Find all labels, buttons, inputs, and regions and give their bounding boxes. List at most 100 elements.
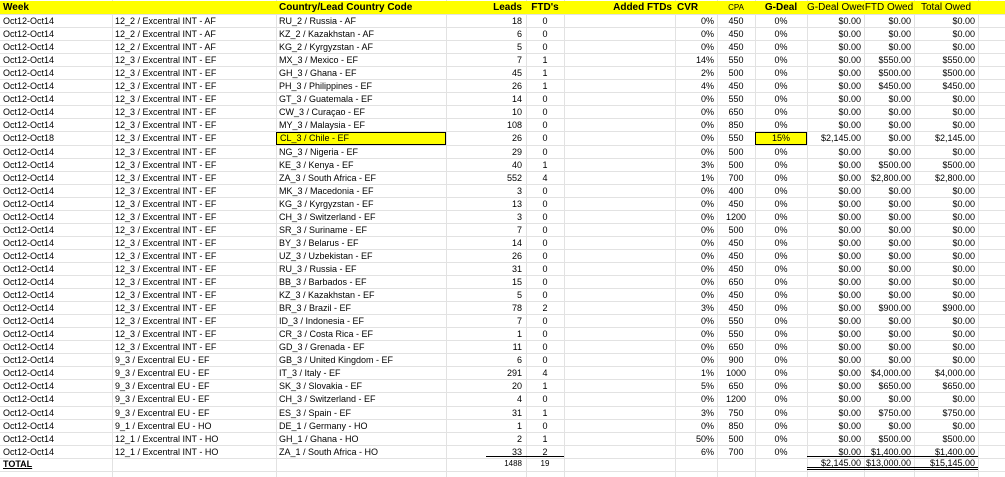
cell-total-owed[interactable]: $650.00 (942, 381, 975, 392)
cell-country[interactable]: UZ_3 / Uzbekistan - EF (279, 250, 373, 261)
cell-cvr[interactable]: 0% (700, 420, 714, 431)
cell-week[interactable]: Oct12-Oct14 (3, 146, 55, 157)
cell-country[interactable]: GB_3 / United Kingdom - EF (279, 355, 394, 366)
cell-gdeal-owed[interactable]: $0.00 (838, 420, 861, 431)
cell-leads[interactable]: 108 (506, 120, 522, 131)
cell-cvr[interactable]: 0% (700, 94, 714, 105)
cell-gdeal[interactable]: 0% (774, 198, 788, 209)
cell-week[interactable]: Oct12-Oct14 (3, 68, 55, 79)
cell-country[interactable]: PH_3 / Philippines - EF (279, 81, 373, 92)
cell-leads[interactable]: 10 (511, 107, 522, 118)
cell-gdeal-owed[interactable]: $0.00 (838, 172, 861, 183)
cell-offer[interactable]: 12_3 / Excentral INT - EF (115, 290, 217, 301)
cell-gdeal[interactable]: 0% (774, 224, 788, 235)
total-gdeal-owed[interactable]: $2,145.00 (807, 456, 864, 470)
cell-ftd-owed[interactable]: $0.00 (888, 316, 911, 327)
cell-added-ftds[interactable] (564, 119, 675, 132)
cell-gdeal[interactable]: 0% (774, 250, 788, 261)
cell-leads[interactable]: 26 (511, 133, 522, 144)
cell-offer[interactable]: 9_3 / Excentral EU - EF (115, 368, 210, 379)
cell-gdeal[interactable]: 0% (774, 407, 788, 418)
cell-ftd-owed[interactable]: $0.00 (888, 146, 911, 157)
cell-gdeal[interactable]: 0% (774, 277, 788, 287)
cell-ftds[interactable]: 0 (542, 420, 548, 431)
cell-gdeal[interactable]: 15% (755, 132, 807, 146)
cell-week[interactable]: Oct12-Oct14 (3, 120, 55, 131)
cell-added-ftds[interactable] (564, 106, 675, 119)
cell-added-ftds[interactable] (564, 67, 675, 80)
cell-ftd-owed[interactable]: $750.00 (878, 407, 911, 418)
cell-ftd-owed[interactable]: $500.00 (878, 68, 911, 79)
cell-cvr[interactable]: 6% (700, 446, 714, 457)
cell-added-ftds[interactable] (564, 28, 675, 41)
cell-gdeal-owed[interactable]: $0.00 (838, 185, 861, 196)
cell-ftd-owed[interactable]: $0.00 (888, 198, 911, 209)
cell-country[interactable]: GT_3 / Guatemala - EF (279, 94, 373, 105)
cell-cpa[interactable]: 550 (728, 329, 744, 340)
cell-added-ftds[interactable] (564, 159, 675, 172)
cell-added-ftds[interactable] (564, 172, 675, 185)
cell-added-ftds[interactable] (564, 302, 675, 315)
cell-gdeal[interactable]: 0% (774, 263, 788, 274)
cell-ftd-owed[interactable]: $0.00 (888, 355, 911, 366)
cell-ftd-owed[interactable]: $0.00 (888, 107, 911, 118)
cell-country[interactable]: KZ_3 / Kazakhstan - EF (279, 290, 375, 301)
cell-week[interactable]: Oct12-Oct14 (3, 420, 55, 431)
cell-cvr[interactable]: 0% (700, 394, 714, 405)
cell-added-ftds[interactable] (564, 15, 675, 28)
cell-total-owed[interactable]: $0.00 (952, 394, 975, 405)
cell-ftds[interactable]: 0 (542, 394, 548, 405)
cell-ftd-owed[interactable]: $0.00 (888, 394, 911, 405)
cell-cvr[interactable]: 14% (695, 55, 714, 66)
cell-cpa[interactable]: 550 (728, 94, 744, 105)
total-label[interactable]: TOTAL (3, 459, 33, 469)
cell-cvr[interactable]: 0% (700, 250, 714, 261)
cell-ftds[interactable]: 0 (542, 355, 548, 366)
cell-country[interactable]: KG_3 / Kyrgyzstan - EF (279, 198, 374, 209)
cell-cpa[interactable]: 450 (728, 81, 744, 92)
header-leads[interactable]: Leads (493, 2, 522, 13)
cell-cvr[interactable]: 0% (700, 42, 714, 53)
cell-total-owed[interactable]: $2,145.00 (934, 133, 975, 144)
cell-cvr[interactable]: 0% (700, 29, 714, 40)
cell-ftd-owed[interactable]: $500.00 (878, 159, 911, 170)
cell-week[interactable]: Oct12-Oct14 (3, 198, 55, 209)
cell-ftd-owed[interactable]: $0.00 (888, 277, 911, 287)
cell-ftds[interactable]: 1 (542, 407, 548, 418)
cell-offer[interactable]: 9_3 / Excentral EU - EF (115, 407, 210, 418)
cell-cvr[interactable]: 0% (700, 120, 714, 131)
cell-offer[interactable]: 12_3 / Excentral INT - EF (115, 120, 217, 131)
cell-gdeal-owed[interactable]: $0.00 (838, 277, 861, 287)
cell-ftds[interactable]: 2 (542, 303, 548, 314)
cell-total-owed[interactable]: $0.00 (952, 224, 975, 235)
cell-leads[interactable]: 291 (506, 368, 522, 379)
cell-country[interactable]: MX_3 / Mexico - EF (279, 55, 359, 66)
cell-ftd-owed[interactable]: $2,800.00 (870, 172, 911, 183)
cell-country[interactable]: KE_3 / Kenya - EF (279, 159, 354, 170)
cell-week[interactable]: Oct12-Oct14 (3, 107, 55, 118)
cell-leads[interactable]: 15 (511, 277, 522, 287)
cell-offer[interactable]: 12_3 / Excentral INT - EF (115, 250, 217, 261)
cell-week[interactable]: Oct12-Oct14 (3, 446, 55, 457)
cell-gdeal-owed[interactable]: $0.00 (838, 120, 861, 131)
cell-total-owed[interactable]: $900.00 (942, 303, 975, 314)
cell-week[interactable]: Oct12-Oct14 (3, 29, 55, 40)
cell-ftd-owed[interactable]: $0.00 (888, 185, 911, 196)
cell-ftds[interactable]: 0 (542, 146, 548, 157)
cell-leads[interactable]: 7 (516, 316, 522, 327)
cell-offer[interactable]: 12_3 / Excentral INT - EF (115, 263, 217, 274)
cell-leads[interactable]: 552 (506, 172, 522, 183)
cell-added-ftds[interactable] (564, 185, 675, 198)
cell-week[interactable]: Oct12-Oct14 (3, 263, 55, 274)
header-gdeal-owed[interactable]: G-Deal Owed (807, 2, 864, 13)
cell-country[interactable]: CH_3 / Switzerland - EF (279, 394, 376, 405)
cell-gdeal-owed[interactable]: $0.00 (838, 303, 861, 314)
cell-ftd-owed[interactable]: $550.00 (878, 55, 911, 66)
header-added-ftds[interactable]: Added FTDs (613, 2, 672, 13)
cell-offer[interactable]: 9_3 / Excentral EU - EF (115, 381, 210, 392)
cell-leads[interactable]: 26 (511, 250, 522, 261)
cell-leads[interactable]: 20 (511, 381, 522, 392)
cell-country[interactable]: ID_3 / Indonesia - EF (279, 316, 365, 327)
cell-ftds[interactable]: 0 (542, 211, 548, 222)
cell-added-ftds[interactable] (564, 289, 675, 302)
